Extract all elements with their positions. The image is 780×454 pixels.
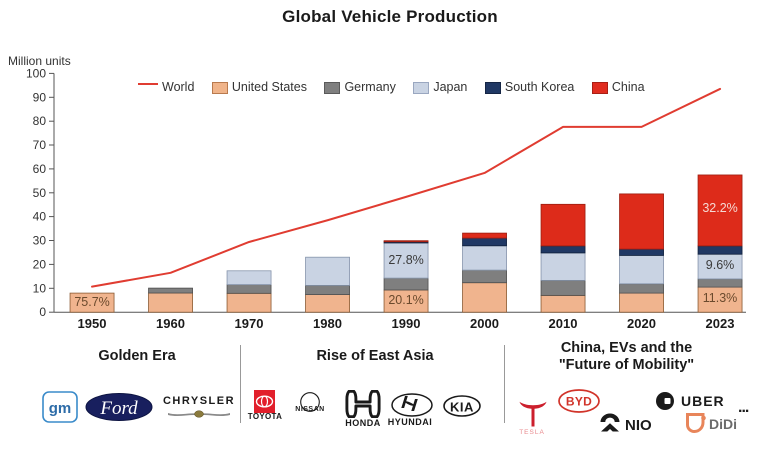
- svg-text:80: 80: [33, 114, 47, 128]
- svg-text:DiDi: DiDi: [709, 416, 737, 432]
- svg-text:50: 50: [33, 186, 47, 200]
- svg-text:11.3%: 11.3%: [703, 291, 738, 305]
- svg-text:75.7%: 75.7%: [74, 295, 109, 309]
- svg-text:UBER: UBER: [681, 393, 725, 409]
- svg-text:30: 30: [33, 234, 47, 248]
- svg-text:BYD: BYD: [566, 395, 592, 409]
- svg-text:gm: gm: [49, 400, 72, 417]
- svg-text:KIA: KIA: [450, 400, 474, 415]
- svg-text:10: 10: [33, 281, 47, 295]
- svg-text:40: 40: [33, 210, 47, 224]
- svg-text:CHRYSLER: CHRYSLER: [163, 395, 235, 407]
- svg-text:32.2%: 32.2%: [702, 201, 737, 215]
- svg-text:60: 60: [33, 162, 47, 176]
- svg-text:100: 100: [26, 66, 46, 80]
- svg-text:9.6%: 9.6%: [706, 258, 735, 272]
- svg-text:90: 90: [33, 90, 47, 104]
- svg-text:Ford: Ford: [99, 398, 138, 419]
- svg-text:70: 70: [33, 138, 47, 152]
- svg-text:20: 20: [33, 257, 47, 271]
- svg-text:27.8%: 27.8%: [388, 253, 423, 267]
- svg-text:NIO: NIO: [625, 417, 652, 434]
- svg-text:20.1%: 20.1%: [388, 293, 423, 307]
